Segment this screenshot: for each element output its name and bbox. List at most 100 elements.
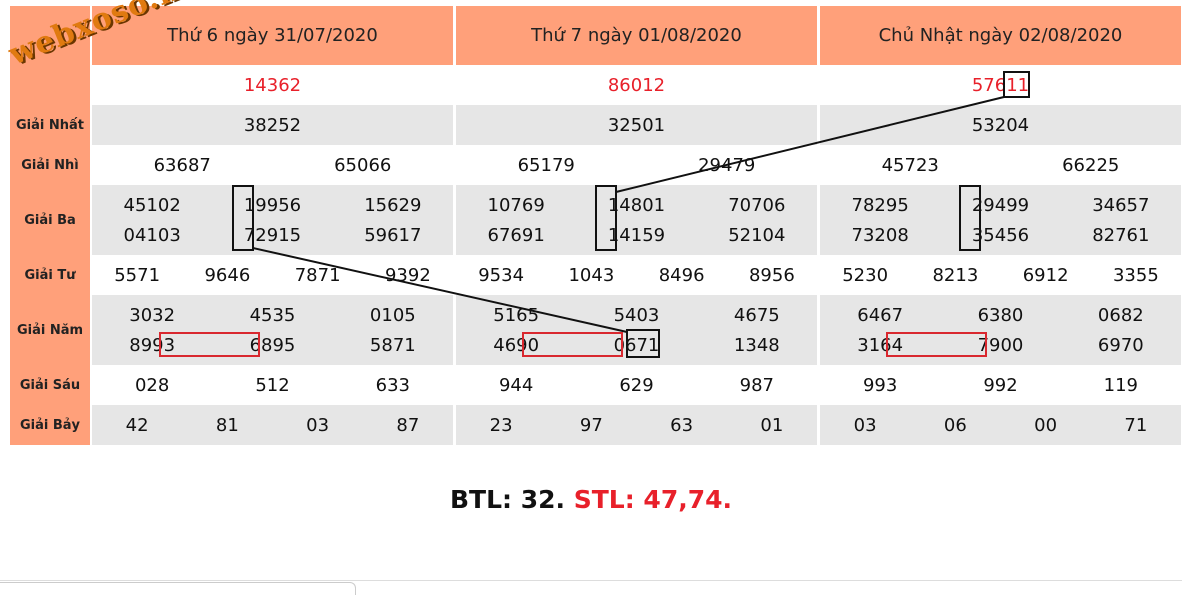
prize-number: 6895 xyxy=(249,334,296,356)
lottery-results-table: Thứ 6 ngày 31/07/2020 Thứ 7 ngày 01/08/2… xyxy=(10,6,1181,445)
prize-number: 119 xyxy=(1103,374,1138,396)
header-corner xyxy=(10,6,90,65)
prize-number: 944 xyxy=(498,374,534,396)
fifth-prize-group: 3032 4535 0105 8993 6895 5871 xyxy=(92,305,453,356)
label-dac-biet xyxy=(10,65,90,105)
second-prize-group: 65179 29479 xyxy=(456,155,817,176)
prize-number: 4675 xyxy=(733,304,780,326)
prize-number: 01 xyxy=(760,414,784,436)
prize-number: 81 xyxy=(215,414,239,436)
prize-number: 8213 xyxy=(932,264,979,286)
prize-number: 8956 xyxy=(748,264,795,286)
prize-number: 15629 xyxy=(364,194,422,216)
prize-number: 65179 xyxy=(517,154,575,176)
prize-number: 0682 xyxy=(1097,304,1144,326)
fourth-prize-group: 9534 1043 8496 8956 xyxy=(456,265,817,286)
prize-number: 78295 xyxy=(851,194,909,216)
prize-number: 87 xyxy=(396,414,420,436)
fourth-prize-group: 5230 8213 6912 3355 xyxy=(820,265,1181,286)
prize-number: 3355 xyxy=(1112,264,1159,286)
prize-number: 6380 xyxy=(977,304,1024,326)
prize-number: 7900 xyxy=(977,334,1024,356)
sixth-prize-group: 993 992 119 xyxy=(820,375,1181,396)
second-prize-group: 63687 65066 xyxy=(92,155,453,176)
day-header: Thứ 6 ngày 31/07/2020 xyxy=(92,6,453,65)
prize-number: 45102 xyxy=(123,194,181,216)
prize-number: 028 xyxy=(134,374,170,396)
label-giai-nhat: Giải Nhất xyxy=(10,105,90,145)
seventh-prize-group: 03 06 00 71 xyxy=(820,415,1181,436)
label-giai-nam: Giải Năm xyxy=(10,295,90,365)
first-prize: 53204 xyxy=(820,105,1181,145)
prize-number: 73208 xyxy=(851,224,909,246)
prize-number: 5230 xyxy=(842,264,889,286)
prize-number: 59617 xyxy=(364,224,422,246)
prize-number: 06 xyxy=(943,414,967,436)
prize-number: 6467 xyxy=(857,304,904,326)
prize-number: 0105 xyxy=(369,304,416,326)
prize-number: 82761 xyxy=(1092,224,1150,246)
prize-number: 14159 xyxy=(607,224,666,246)
prize-number: 6912 xyxy=(1022,264,1069,286)
prize-number: 03 xyxy=(306,414,330,436)
prize-number: 45723 xyxy=(881,154,939,176)
special-prize: 57611 xyxy=(820,65,1181,105)
prize-number: 4535 xyxy=(249,304,296,326)
day-header: Thứ 7 ngày 01/08/2020 xyxy=(456,6,817,65)
prize-number: 71 xyxy=(1124,414,1148,436)
prize-number: 04103 xyxy=(123,224,181,246)
bottom-divider xyxy=(0,580,1182,594)
sixth-prize-group: 028 512 633 xyxy=(92,375,453,396)
prize-number: 9392 xyxy=(384,264,431,286)
btl-text: BTL: 32. xyxy=(449,485,566,514)
prize-number: 63687 xyxy=(153,154,211,176)
day-header: Chủ Nhật ngày 02/08/2020 xyxy=(820,6,1181,65)
label-giai-ba: Giải Ba xyxy=(10,185,90,255)
prize-number: 992 xyxy=(983,374,1018,396)
second-prize-group: 45723 66225 xyxy=(820,155,1181,176)
label-giai-bay: Giải Bảy xyxy=(10,405,90,445)
prize-number: 67691 xyxy=(487,224,545,246)
prize-number: 6970 xyxy=(1097,334,1144,356)
prize-number: 5403 xyxy=(613,304,660,326)
prize-number: 19956 xyxy=(243,194,302,216)
fourth-prize-group: 5571 9646 7871 9392 xyxy=(92,265,453,286)
prize-number: 3032 xyxy=(129,304,176,326)
seventh-prize-group: 42 81 03 87 xyxy=(92,415,453,436)
prize-number: 34657 xyxy=(1092,194,1150,216)
prize-number: 512 xyxy=(255,374,290,396)
prize-number: 8993 xyxy=(129,334,176,356)
prize-number: 633 xyxy=(375,374,410,396)
prize-number: 35456 xyxy=(971,224,1030,246)
seventh-prize-group: 23 97 63 01 xyxy=(456,415,817,436)
prize-number: 7871 xyxy=(294,264,341,286)
prize-number: 70706 xyxy=(728,194,786,216)
first-prize: 32501 xyxy=(456,105,817,145)
prize-number: 1348 xyxy=(733,334,780,356)
prize-number: 5165 xyxy=(493,304,540,326)
prize-number: 993 xyxy=(862,374,898,396)
third-prize-group: 10769 14801 70706 67691 14159 52104 xyxy=(456,195,817,246)
prize-number: 29479 xyxy=(698,154,756,176)
prize-number: 23 xyxy=(489,414,513,436)
prize-number: 42 xyxy=(125,414,149,436)
prize-number: 629 xyxy=(619,374,654,396)
prize-number: 65066 xyxy=(334,154,392,176)
prize-number: 29499 xyxy=(971,194,1030,216)
fifth-prize-group: 5165 5403 4675 4690 0671 1348 xyxy=(456,305,817,356)
prize-number: 66225 xyxy=(1062,154,1120,176)
prize-number: 5571 xyxy=(114,264,161,286)
prize-number: 00 xyxy=(1034,414,1058,436)
prize-number: 03 xyxy=(853,414,877,436)
prize-number: 72915 xyxy=(243,224,302,246)
sixth-prize-group: 944 629 987 xyxy=(456,375,817,396)
label-giai-sau: Giải Sáu xyxy=(10,365,90,405)
special-prize: 14362 xyxy=(92,65,453,105)
prize-number: 4690 xyxy=(493,334,540,356)
prize-number: 3164 xyxy=(857,334,904,356)
prize-number: 52104 xyxy=(728,224,786,246)
third-prize-group: 45102 19956 15629 04103 72915 59617 xyxy=(92,195,453,246)
prize-number: 63 xyxy=(670,414,694,436)
first-prize: 38252 xyxy=(92,105,453,145)
prize-number: 97 xyxy=(579,414,603,436)
